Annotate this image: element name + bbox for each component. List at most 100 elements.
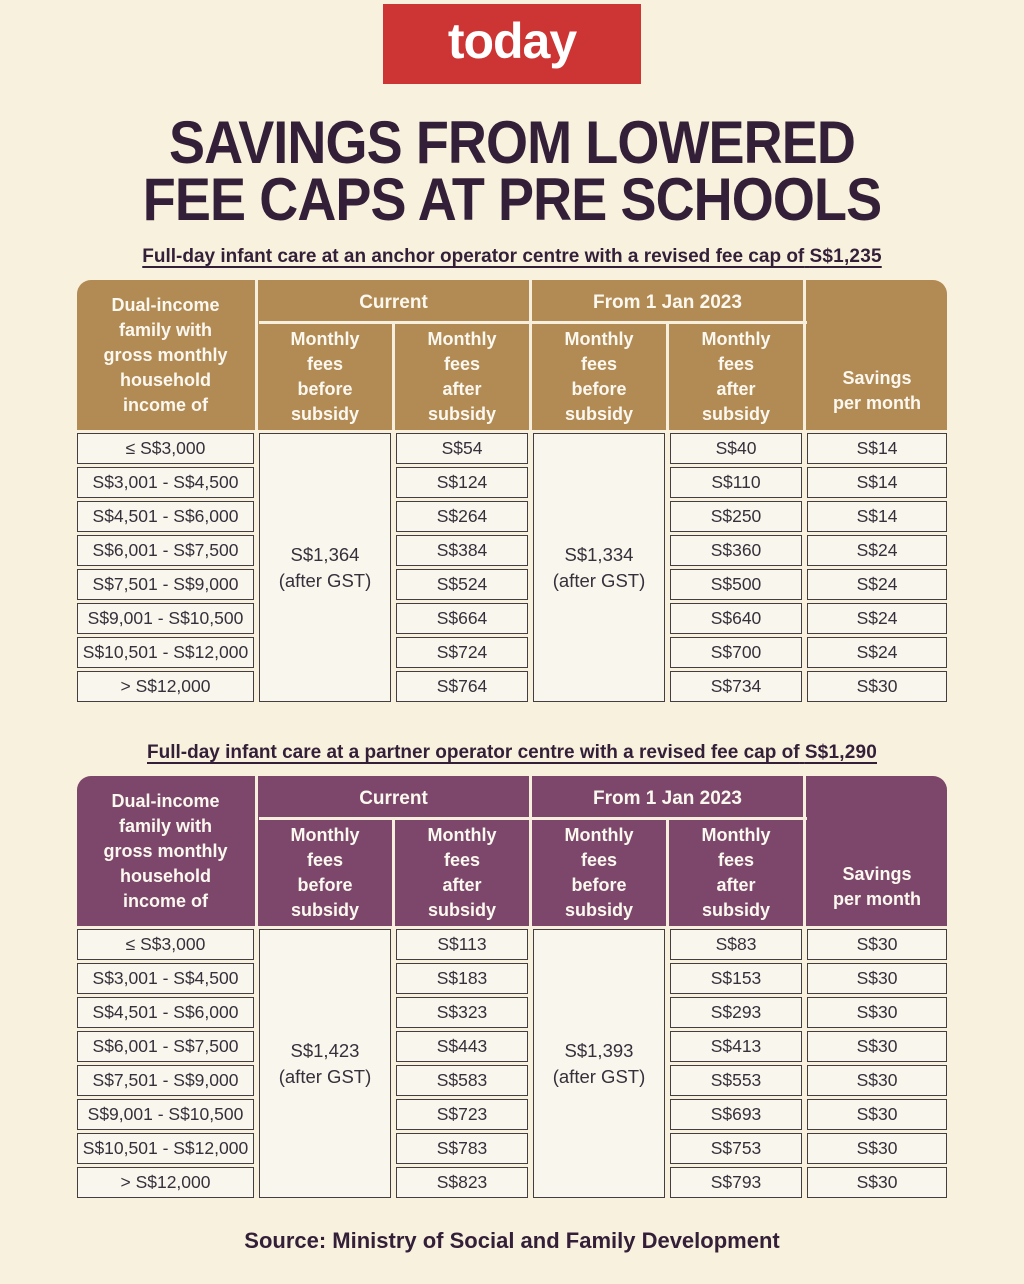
savings-per-month-cell: S$24 — [807, 535, 947, 566]
income-range-cell: S$10,501 - S$12,000 — [77, 1133, 254, 1164]
income-range-cell: S$4,501 - S$6,000 — [77, 997, 254, 1028]
new-fees-after-subsidy-cell: S$640 — [670, 603, 802, 634]
savings-per-month-cell: S$24 — [807, 569, 947, 600]
current-fees-after-subsidy-cell: S$783 — [396, 1133, 528, 1164]
new-fees-after-subsidy-cell: S$700 — [670, 637, 802, 668]
header-current: Current — [259, 776, 533, 820]
page-title: SAVINGS FROM LOWERED FEE CAPS AT PRE SCH… — [142, 109, 882, 233]
anchor-operator-table: Dual-income family with gross monthly ho… — [77, 280, 947, 702]
new-fees-after-subsidy-cell: S$250 — [670, 501, 802, 532]
savings-per-month-cell: S$30 — [807, 1133, 947, 1164]
source-attribution: Source: Ministry of Social and Family De… — [244, 1228, 780, 1253]
savings-per-month-cell: S$30 — [807, 997, 947, 1028]
savings-per-month-cell: S$14 — [807, 433, 947, 464]
anchor-table-title-text: Full-day infant care at an anchor operat… — [142, 246, 805, 267]
new-fees-after-subsidy-cell: S$500 — [670, 569, 802, 600]
income-range-cell: S$7,501 - S$9,000 — [77, 1065, 254, 1096]
anchor-table-title: Full-day infant care at an anchor operat… — [0, 246, 1024, 268]
current-fees-before-subsidy-cell: S$1,423 (after GST) — [259, 929, 391, 1198]
anchor-table-body: ≤ S$3,000 S$1,364 (after GST) S$1,334 (aft… — [77, 433, 947, 702]
new-fees-after-subsidy-cell: S$693 — [670, 1099, 802, 1130]
header-new-fees-after-subsidy: Monthly fees after subsidy — [670, 324, 806, 430]
current-fees-after-subsidy-cell: S$113 — [396, 929, 528, 960]
new-fees-after-subsidy-cell: S$413 — [670, 1031, 802, 1062]
header-current-fees-after-subsidy: Monthly fees after subsidy — [396, 324, 532, 430]
savings-per-month-cell: S$30 — [807, 963, 947, 994]
header-from-1-jan-2023: From 1 Jan 2023 — [533, 776, 807, 820]
income-range-cell: ≤ S$3,000 — [77, 929, 254, 960]
income-range-cell: S$10,501 - S$12,000 — [77, 637, 254, 668]
savings-per-month-cell: S$30 — [807, 671, 947, 702]
header-current-fees-before-subsidy: Monthly fees before subsidy — [259, 820, 395, 926]
income-range-cell: S$9,001 - S$10,500 — [77, 1099, 254, 1130]
header-new-fees-before-subsidy: Monthly fees before subsidy — [533, 324, 669, 430]
income-range-cell: S$4,501 - S$6,000 — [77, 501, 254, 532]
partner-operator-table: Dual-income family with gross monthly ho… — [77, 776, 947, 1198]
current-fees-after-subsidy-cell: S$443 — [396, 1031, 528, 1062]
header-new-fees-after-subsidy: Monthly fees after subsidy — [670, 820, 806, 926]
current-fees-after-subsidy-cell: S$664 — [396, 603, 528, 634]
partner-table-body: ≤ S$3,000 S$1,423 (after GST) S$1,393 (aft… — [77, 929, 947, 1198]
savings-per-month-cell: S$30 — [807, 1167, 947, 1198]
current-fees-after-subsidy-cell: S$524 — [396, 569, 528, 600]
new-fees-before-subsidy-cell: S$1,393 (after GST) — [533, 929, 665, 1198]
new-fees-after-subsidy-cell: S$110 — [670, 467, 802, 498]
current-fees-after-subsidy-cell: S$54 — [396, 433, 528, 464]
new-fees-after-subsidy-cell: S$83 — [670, 929, 802, 960]
anchor-table-header: Dual-income family with gross monthly ho… — [77, 280, 947, 430]
savings-per-month-cell: S$24 — [807, 603, 947, 634]
header-savings-per-month: Savings per month — [833, 368, 921, 413]
income-range-cell: S$3,001 - S$4,500 — [77, 467, 254, 498]
new-fees-after-subsidy-cell: S$734 — [670, 671, 802, 702]
income-range-cell: > S$12,000 — [77, 671, 254, 702]
new-fees-after-subsidy-cell: S$360 — [670, 535, 802, 566]
new-fees-after-subsidy-cell: S$293 — [670, 997, 802, 1028]
new-fees-after-subsidy-cell: S$753 — [670, 1133, 802, 1164]
partner-table-title-text: Full-day infant care at a partner operat… — [147, 742, 800, 763]
infographic-page: { "page": { "logo_text": "today", "title… — [0, 4, 1024, 1284]
current-fees-after-subsidy-cell: S$764 — [396, 671, 528, 702]
partner-fee-cap-amount: S$1,290 — [804, 742, 877, 763]
partner-table-header: Dual-income family with gross monthly ho… — [77, 776, 947, 926]
header-savings-per-month: Savings per month — [833, 864, 921, 909]
new-fees-before-subsidy-cell: S$1,334 (after GST) — [533, 433, 665, 702]
current-fees-after-subsidy-cell: S$823 — [396, 1167, 528, 1198]
header-from-1-jan-2023: From 1 Jan 2023 — [533, 280, 807, 324]
header-income: Dual-income family with gross monthly ho… — [77, 280, 258, 430]
savings-per-month-cell: S$30 — [807, 1065, 947, 1096]
header-current: Current — [259, 280, 533, 324]
new-fees-after-subsidy-cell: S$553 — [670, 1065, 802, 1096]
current-fees-after-subsidy-cell: S$323 — [396, 997, 528, 1028]
income-range-cell: S$7,501 - S$9,000 — [77, 569, 254, 600]
savings-per-month-cell: S$30 — [807, 1099, 947, 1130]
savings-per-month-cell: S$30 — [807, 1031, 947, 1062]
header-income: Dual-income family with gross monthly ho… — [77, 776, 258, 926]
income-range-cell: ≤ S$3,000 — [77, 433, 254, 464]
current-fees-after-subsidy-cell: S$723 — [396, 1099, 528, 1130]
income-range-cell: S$3,001 - S$4,500 — [77, 963, 254, 994]
header-current-fees-after-subsidy: Monthly fees after subsidy — [396, 820, 532, 926]
partner-table-title: Full-day infant care at a partner operat… — [0, 742, 1024, 764]
current-fees-after-subsidy-cell: S$384 — [396, 535, 528, 566]
today-logo: today — [383, 4, 641, 84]
income-range-cell: S$6,001 - S$7,500 — [77, 535, 254, 566]
new-fees-after-subsidy-cell: S$40 — [670, 433, 802, 464]
savings-per-month-cell: S$24 — [807, 637, 947, 668]
current-fees-before-subsidy-cell: S$1,364 (after GST) — [259, 433, 391, 702]
savings-per-month-cell: S$14 — [807, 501, 947, 532]
header-current-fees-before-subsidy: Monthly fees before subsidy — [259, 324, 395, 430]
today-logo-text: today — [447, 13, 577, 69]
income-range-cell: S$6,001 - S$7,500 — [77, 1031, 254, 1062]
current-fees-after-subsidy-cell: S$724 — [396, 637, 528, 668]
income-range-cell: S$9,001 - S$10,500 — [77, 603, 254, 634]
new-fees-after-subsidy-cell: S$153 — [670, 963, 802, 994]
new-fees-after-subsidy-cell: S$793 — [670, 1167, 802, 1198]
current-fees-after-subsidy-cell: S$124 — [396, 467, 528, 498]
anchor-fee-cap-amount: S$1,235 — [809, 246, 882, 267]
savings-per-month-cell: S$30 — [807, 929, 947, 960]
header-new-fees-before-subsidy: Monthly fees before subsidy — [533, 820, 669, 926]
income-range-cell: > S$12,000 — [77, 1167, 254, 1198]
current-fees-after-subsidy-cell: S$264 — [396, 501, 528, 532]
current-fees-after-subsidy-cell: S$583 — [396, 1065, 528, 1096]
savings-per-month-cell: S$14 — [807, 467, 947, 498]
